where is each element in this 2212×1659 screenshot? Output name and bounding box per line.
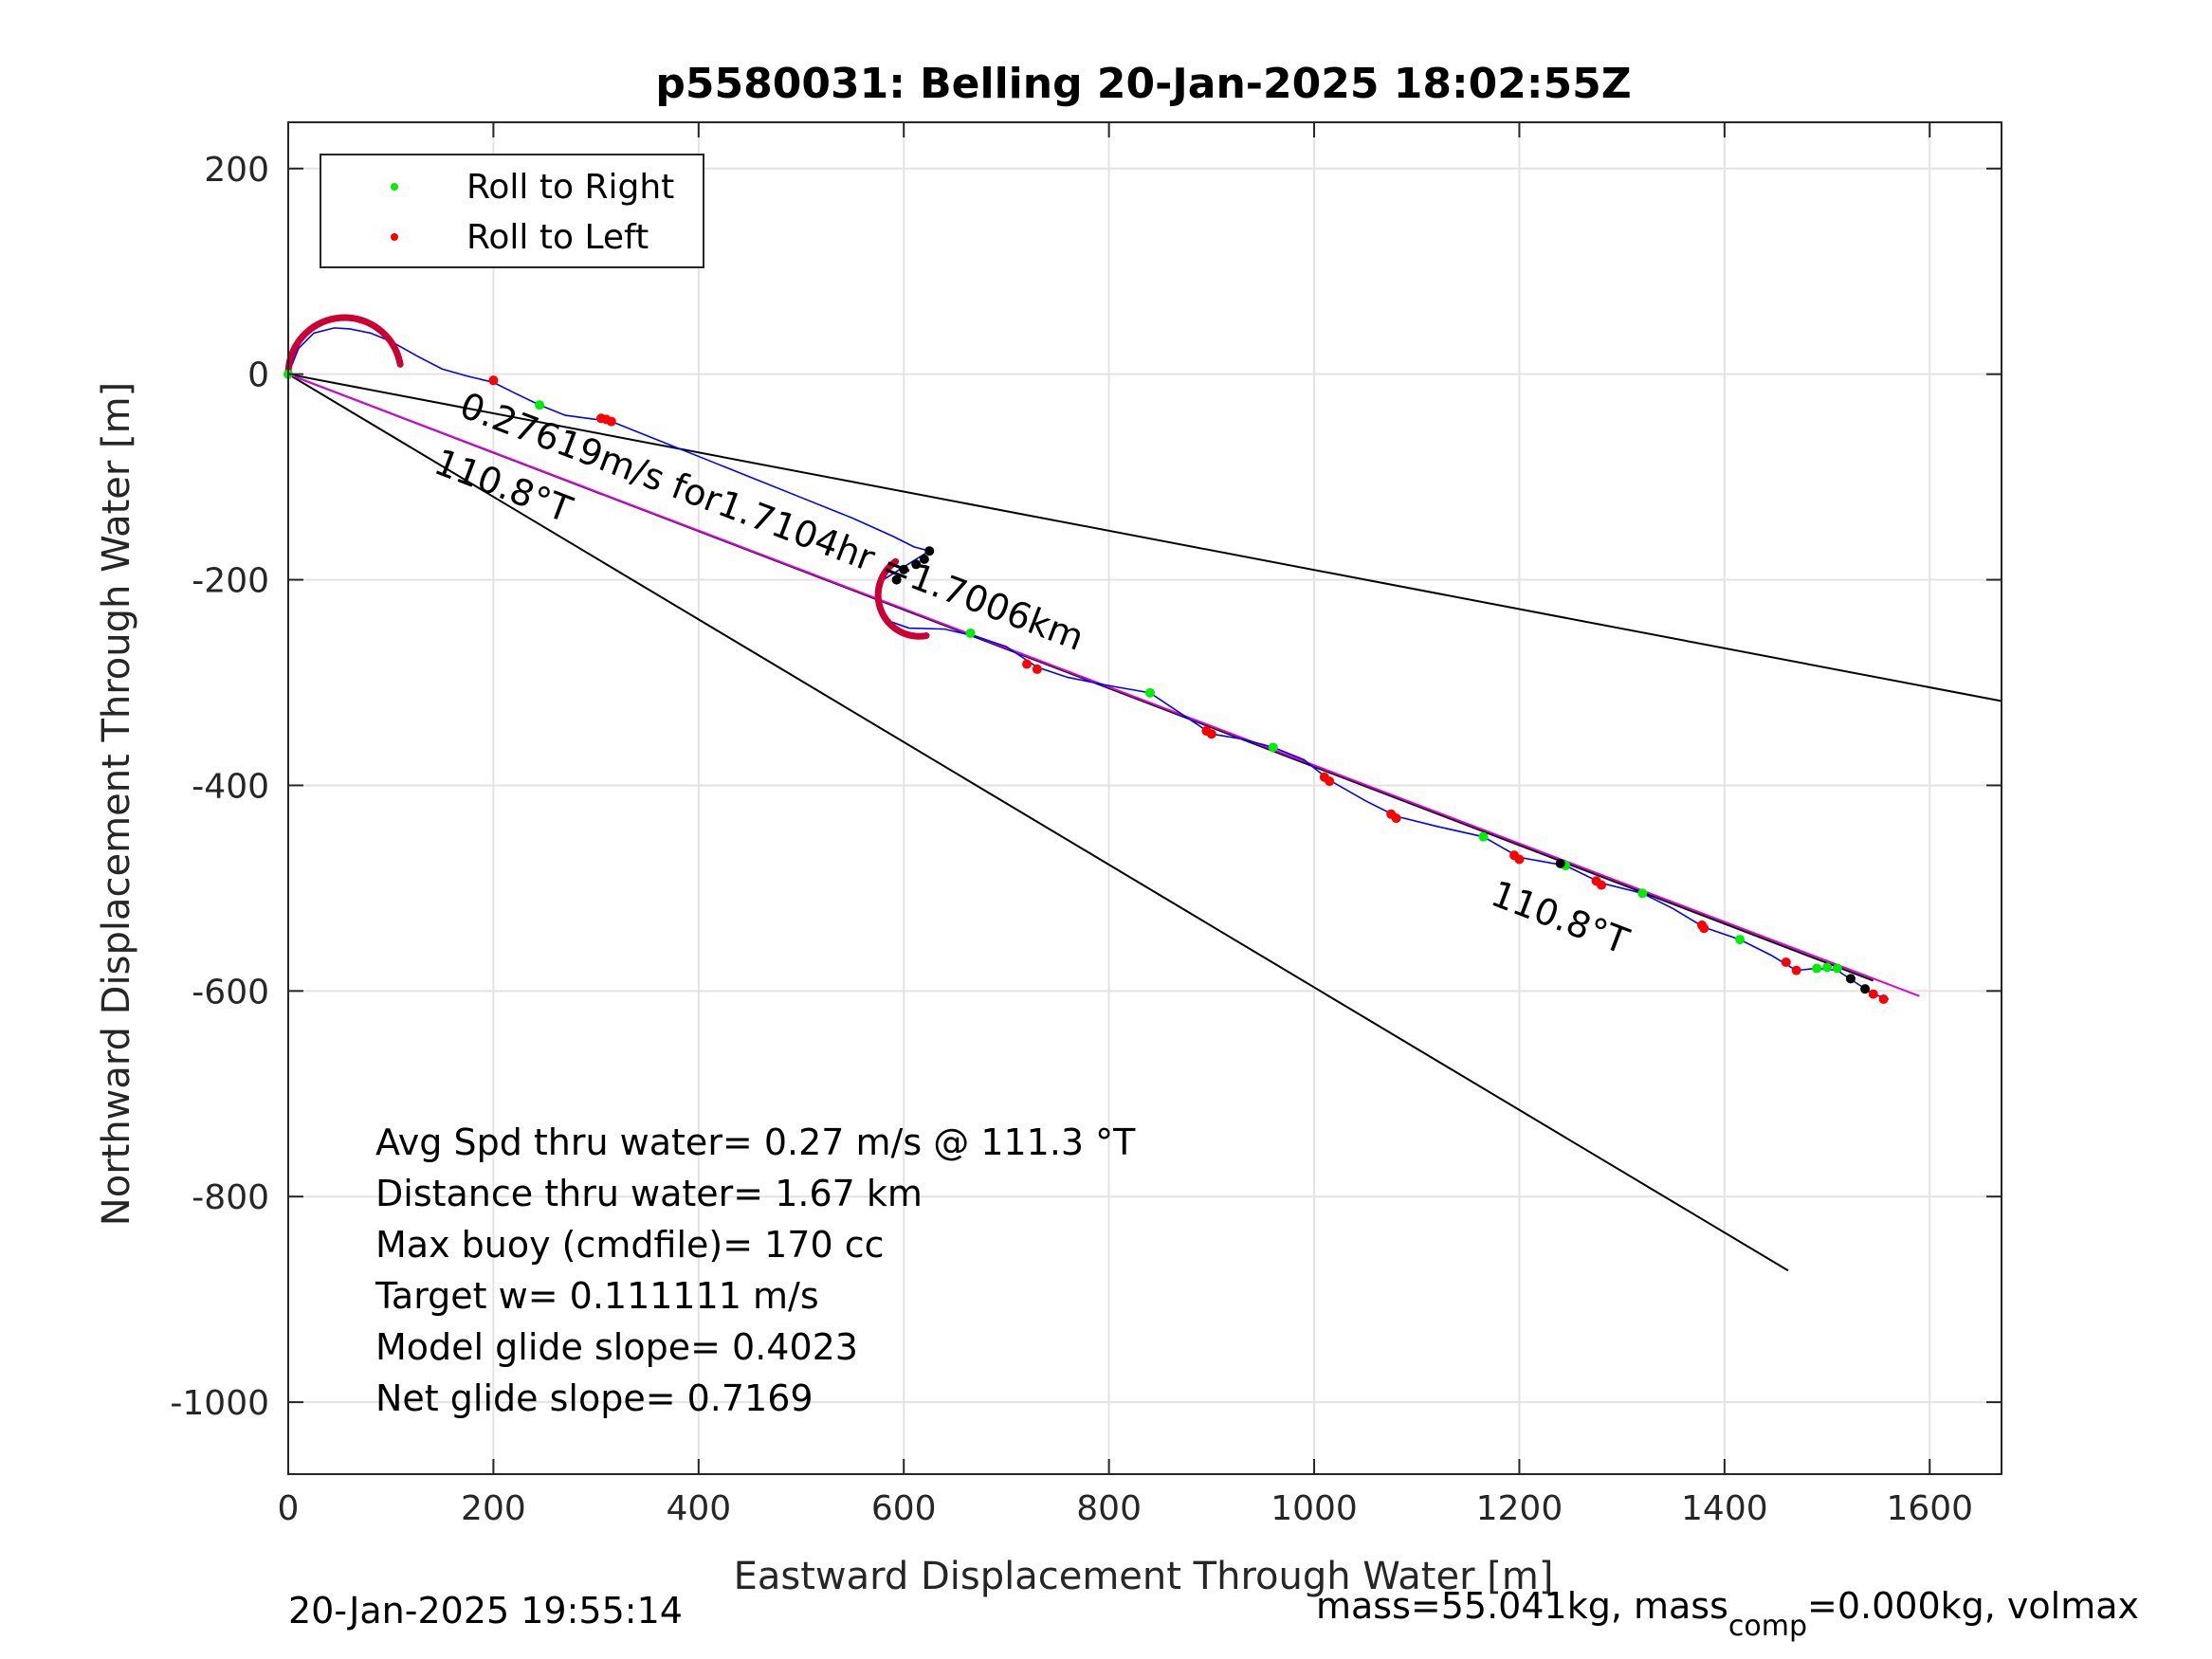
info-line-1: Distance thru water= 1.67 km (375, 1173, 923, 1214)
descent-arc (284, 314, 404, 378)
footer-mass-sub: comp (1728, 1610, 1807, 1643)
axes-frame (287, 121, 2002, 1475)
legend-label-1: Roll to Left (466, 218, 649, 257)
legend-marker-0 (391, 183, 398, 191)
track-line (287, 327, 1890, 1000)
legend: Roll to Right Roll to Left (320, 154, 704, 268)
roll-right-point-4 (1268, 742, 1278, 753)
info-line-2: Max buoy (cmdfile)= 170 cc (375, 1224, 885, 1266)
legend-marker-1 (391, 233, 398, 241)
black-marker-4 (891, 574, 902, 585)
black-marker-3 (899, 564, 909, 574)
x-tick-label-2: 400 (666, 1489, 731, 1528)
roll-left-point-4 (1022, 659, 1033, 669)
black-marker-6 (1845, 974, 1856, 984)
roll-right-point-1 (535, 400, 545, 410)
chart-title: p5580031: Belling 20-Jan-2025 18:02:55Z (655, 60, 1631, 108)
grid (287, 122, 2002, 1474)
roll-left-point-20 (1868, 989, 1878, 999)
footer-mass-text: mass=55.041kg, mass (1316, 1585, 1728, 1627)
info-text: Avg Spd thru water= 0.27 m/s @ 111.3 °T D… (375, 1121, 1136, 1419)
info-line-0: Avg Spd thru water= 0.27 m/s @ 111.3 °T (375, 1121, 1136, 1163)
info-line-5: Net glide slope= 0.7169 (375, 1377, 814, 1419)
x-tick-label-5: 1000 (1271, 1489, 1358, 1528)
x-tick-label-8: 1600 (1886, 1489, 1973, 1528)
x-ticks: 0 200 400 600 800 1000 1200 1400 1600 (278, 122, 1973, 1528)
footer-mass-tail: =0.000kg, volmax (1807, 1585, 2139, 1627)
x-tick-label-6: 1200 (1476, 1489, 1563, 1528)
roll-left-point-11 (1391, 813, 1401, 824)
roll-left-point-17 (1699, 923, 1709, 934)
legend-box (320, 154, 704, 268)
roll-left-point-21 (1878, 994, 1889, 1005)
x-tick-label-3: 600 (871, 1489, 937, 1528)
reference-line-1 (287, 373, 1789, 1272)
y-ticks: 200 0 -200 -400 -600 -800 -1000 (170, 151, 2002, 1423)
y-tick-label-2: -200 (192, 562, 269, 601)
y-tick-label-4: -600 (192, 973, 269, 1012)
black-marker-5 (1555, 858, 1565, 868)
footer-timestamp: 20-Jan-2025 19:55:14 (288, 1590, 683, 1632)
roll-left-point-13 (1514, 854, 1525, 865)
roll-left-point-0 (488, 375, 499, 386)
x-tick-label-7: 1400 (1681, 1489, 1768, 1528)
y-axis-label: Northward Displacement Through Water [m] (95, 382, 138, 1226)
markers (283, 369, 1889, 1005)
roll-right-point-5 (1478, 831, 1489, 842)
roll-left-point-7 (1206, 729, 1216, 739)
roll-right-point-7 (1637, 888, 1648, 899)
axes-box (287, 121, 2002, 1475)
roll-left-point-19 (1791, 965, 1801, 975)
x-axis-label: Eastward Displacement Through Water [m] (734, 1555, 1554, 1598)
black-marker-7 (1860, 984, 1871, 994)
roll-right-point-10 (1822, 962, 1833, 973)
footer-mass: mass=55.041kg, masscomp=0.000kg, volmax (1316, 1585, 2139, 1643)
black-marker-1 (919, 554, 929, 564)
y-tick-label-0: 200 (204, 151, 269, 190)
roll-left-point-9 (1325, 776, 1335, 787)
black-marker-2 (911, 559, 922, 570)
ascent-arc (874, 557, 930, 640)
y-tick-label-5: -800 (192, 1178, 269, 1217)
roll-right-point-8 (1735, 935, 1746, 945)
roll-left-point-15 (1597, 880, 1607, 890)
info-line-3: Target w= 0.111111 m/s (375, 1275, 819, 1317)
reference-lines (287, 373, 2002, 1272)
x-tick-label-4: 800 (1076, 1489, 1142, 1528)
info-line-4: Model glide slope= 0.4023 (375, 1326, 858, 1368)
y-tick-label-1: 0 (247, 356, 269, 395)
roll-right-point-3 (1144, 687, 1155, 698)
track (284, 314, 1890, 1000)
roll-right-point-9 (1812, 963, 1822, 974)
x-tick-label-0: 0 (278, 1489, 300, 1528)
y-tick-label-6: -1000 (170, 1384, 269, 1423)
roll-right-point-2 (965, 628, 976, 638)
roll-left-point-5 (1032, 664, 1042, 674)
plot-area (288, 122, 2002, 1474)
roll-right-point-11 (1832, 963, 1842, 974)
reference-line-0 (287, 373, 2002, 702)
y-tick-label-3: -400 (192, 767, 269, 806)
roll-left-point-18 (1781, 957, 1791, 967)
x-tick-label-1: 200 (461, 1489, 526, 1528)
roll-left-point-3 (606, 416, 616, 427)
legend-label-0: Roll to Right (466, 168, 674, 207)
black-marker-0 (924, 546, 935, 556)
plot-background (288, 122, 2002, 1474)
